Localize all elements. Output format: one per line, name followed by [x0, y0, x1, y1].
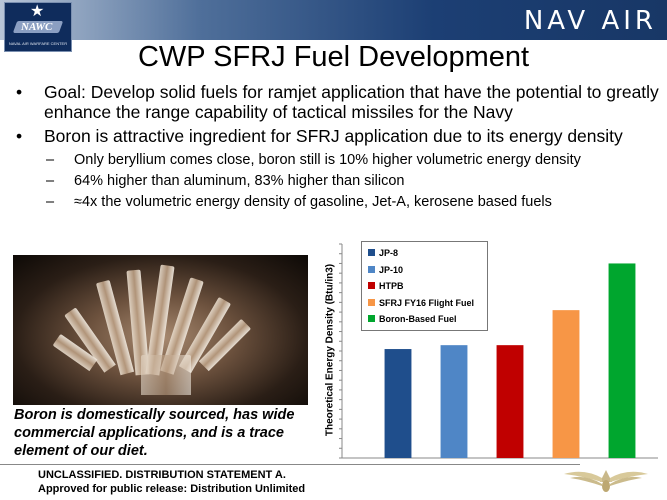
bullet-text: Goal: Develop solid fuels for ramjet app…	[44, 82, 659, 122]
legend-swatch	[368, 265, 375, 273]
footer-divider	[0, 464, 580, 465]
sub-bullet-text: 64% higher than aluminum, 83% higher tha…	[74, 173, 405, 189]
navair-brand: NAV AIR	[523, 6, 657, 36]
photo-caption: Boron is domestically sourced, has wide …	[14, 407, 295, 459]
legend-label: HTPB	[379, 281, 404, 291]
dash-icon: –	[46, 152, 55, 168]
dash-icon: –	[46, 173, 55, 189]
star-icon: ★	[30, 3, 45, 20]
legend-item: Boron-Based Fuel	[368, 313, 457, 325]
legend-item: SFRJ FY16 Flight Fuel	[368, 297, 474, 309]
bullet-boron: • Boron is attractive ingredient for SFR…	[14, 126, 659, 146]
bullet-dot-icon: •	[16, 126, 23, 146]
naval-aviator-wings-icon	[564, 470, 648, 492]
logo-text: NAWC	[21, 21, 53, 33]
legend-item: JP-10	[368, 264, 403, 276]
legend-label: JP-8	[379, 248, 399, 258]
bullet-goal: • Goal: Develop solid fuels for ramjet a…	[14, 82, 659, 122]
legend-label: Boron-Based Fuel	[379, 314, 457, 324]
sub-bullet-text: Only beryllium comes close, boron still …	[74, 152, 581, 168]
bullet-list: • Goal: Develop solid fuels for ramjet a…	[14, 82, 659, 213]
dash-icon: –	[46, 194, 55, 210]
bar-jp-8	[384, 349, 412, 458]
legend-label: JP-10	[379, 264, 404, 275]
legend-item: HTPB	[368, 280, 404, 292]
logo-subtext: NAVAL AIR WARFARE CENTER	[8, 41, 68, 46]
bar-jp-10	[440, 345, 468, 458]
legend-swatch	[368, 282, 375, 289]
nawc-logo: ★ NAWC NAVAL AIR WARFARE CENTER	[4, 2, 72, 52]
sub-bullet-list: – Only beryllium comes close, boron stil…	[14, 150, 659, 213]
footer-line-2: Approved for public release: Distributio…	[38, 483, 306, 495]
bar-htpb	[496, 345, 524, 458]
legend-swatch	[368, 315, 375, 322]
sub-bullet: – Only beryllium comes close, boron stil…	[44, 150, 659, 171]
legend-swatch	[368, 249, 375, 256]
legend-label: SFRJ FY16 Flight Fuel	[379, 297, 475, 308]
legend-item: JP-8	[368, 247, 398, 259]
sub-bullet: – 64% higher than aluminum, 83% higher t…	[44, 171, 659, 192]
sub-bullet: – ≈4x the volumetric energy density of g…	[44, 192, 659, 213]
bar-boron-based-fuel	[608, 263, 636, 458]
bar-sfrj-fy16-flight-fuel	[552, 310, 580, 458]
header-bar	[0, 0, 667, 40]
boron-crystal-photo	[13, 255, 308, 405]
slide-title: CWP SFRJ Fuel Development	[137, 41, 530, 73]
chart-legend: JP-8 JP-10 HTPB SFRJ FY16 Flight Fuel Boron-…	[361, 241, 488, 331]
sub-bullet-text: ≈4x the volumetric energy density of gas…	[74, 194, 552, 210]
distribution-statement: UNCLASSIFIED. DISTRIBUTION STATEMENT A. …	[38, 468, 305, 496]
legend-swatch	[368, 298, 375, 306]
bullet-text: Boron is attractive ingredient for SFRJ …	[44, 126, 623, 146]
bullet-dot-icon: •	[16, 82, 23, 102]
energy-density-bar-chart	[339, 243, 658, 459]
footer-line-1: UNCLASSIFIED. DISTRIBUTION STATEMENT A.	[38, 469, 286, 481]
